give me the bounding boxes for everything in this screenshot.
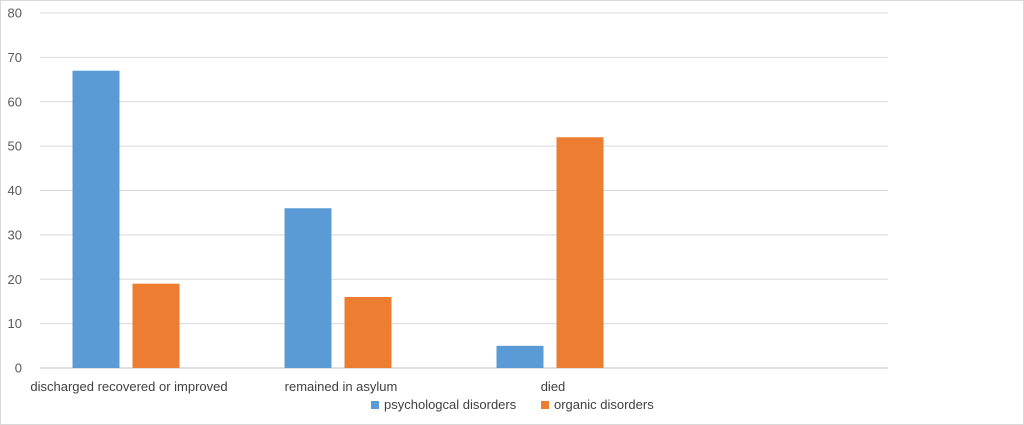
legend-label: psychologcal disorders [384, 397, 517, 412]
legend: psychologcal disorders organic disorders [371, 397, 654, 412]
y-tick-label: 80 [8, 6, 22, 21]
y-tick-label: 20 [8, 272, 22, 287]
legend-swatch [541, 401, 549, 409]
bar-psychologcal-disorders-2 [496, 345, 544, 368]
y-tick-label: 0 [15, 361, 22, 376]
x-category-label: remained in asylum [285, 379, 398, 394]
legend-swatch [371, 401, 379, 409]
legend-label: organic disorders [554, 397, 654, 412]
y-tick-label: 50 [8, 139, 22, 154]
y-tick-label: 10 [8, 316, 22, 331]
bar-psychologcal-disorders-1 [284, 208, 332, 368]
x-axis-categories: discharged recovered or improved remained… [30, 379, 565, 394]
bar-organic-disorders-0 [132, 283, 180, 368]
y-axis-ticks: 0 10 20 30 40 50 60 70 80 [8, 6, 22, 376]
bar-organic-disorders-2 [556, 137, 604, 368]
x-category-label: discharged recovered or improved [30, 379, 227, 394]
bars [72, 70, 604, 368]
y-tick-label: 70 [8, 50, 22, 65]
y-tick-label: 60 [8, 94, 22, 109]
y-tick-label: 40 [8, 183, 22, 198]
bar-psychologcal-disorders-0 [72, 70, 120, 368]
y-tick-label: 30 [8, 227, 22, 242]
gridlines [40, 12, 888, 369]
bar-organic-disorders-1 [344, 297, 392, 368]
x-category-label: died [541, 379, 566, 394]
